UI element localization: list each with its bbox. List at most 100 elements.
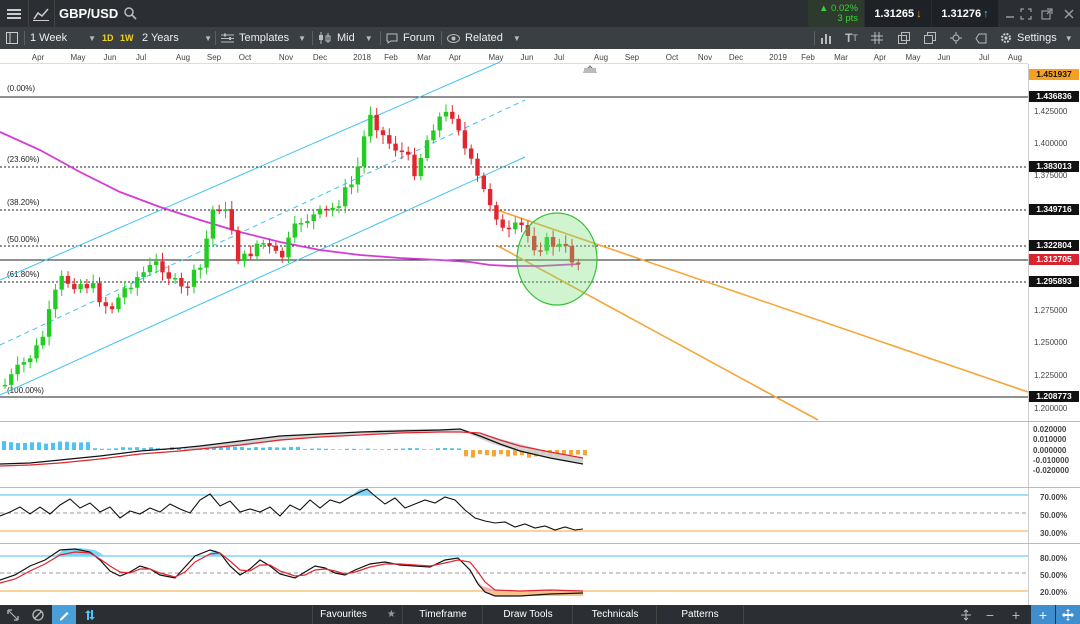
plus-icon: + (1012, 607, 1020, 623)
patterns-tab[interactable]: Patterns (656, 605, 744, 624)
macd-histogram-bar (93, 448, 97, 450)
stochastic-pane[interactable]: 80.00% 50.00% 20.00% (0, 548, 1067, 597)
macd-pane[interactable]: 0.020000 0.010000 0.000000 -0.010000 -0.… (0, 425, 1070, 475)
time-label: Jun (938, 53, 951, 62)
candlesticks (3, 104, 581, 390)
grid-button[interactable] (871, 27, 883, 49)
crosshair-button[interactable] (950, 27, 962, 49)
copy-button[interactable] (924, 27, 936, 49)
forum-button[interactable]: Forum (386, 27, 435, 49)
templates-button[interactable]: Templates ▼ (221, 27, 306, 49)
candle-body (34, 345, 38, 358)
time-axis: Apr May Jun Jul Aug Sep Oct Nov Dec 2018… (0, 49, 1028, 72)
candle-body (242, 254, 246, 261)
related-label: Related (465, 32, 503, 44)
no-entry-icon (32, 609, 44, 621)
interval-select[interactable]: 1 Week ▼ (30, 27, 96, 49)
range-select[interactable]: 2 Years ▼ (142, 27, 212, 49)
chart-type-button[interactable] (28, 0, 55, 27)
candle-body (280, 251, 284, 258)
draw-tools-tab[interactable]: Draw Tools (482, 605, 573, 624)
macd-histogram-bar (492, 450, 496, 456)
fit-button[interactable] (955, 605, 977, 624)
candle-body (261, 243, 265, 245)
zoom-out-button[interactable]: − (979, 605, 1001, 624)
crosshair-plus-icon: + (1039, 607, 1047, 623)
range-value: 2 Years (142, 32, 179, 44)
candle-body (488, 189, 492, 205)
menu-button[interactable] (0, 0, 29, 27)
highlight-circle[interactable] (517, 213, 597, 305)
hide-drawings-button[interactable] (26, 605, 50, 624)
technicals-tab[interactable]: Technicals (572, 605, 657, 624)
candle-body (186, 286, 190, 288)
sidebar-toggle-button[interactable] (6, 27, 18, 49)
quick-1d-button[interactable]: 1D (102, 27, 114, 49)
crosshair-toggle-button[interactable]: + (1031, 605, 1055, 624)
macd-histogram-bar (72, 442, 76, 450)
related-button[interactable]: Related ▼ (447, 27, 521, 49)
candle-body (154, 261, 158, 265)
macd-histogram-bar (436, 448, 440, 450)
price-type-select[interactable]: Mid ▼ (318, 27, 373, 49)
candle-body (293, 224, 297, 238)
macd-histogram-bar (338, 449, 342, 450)
macd-histogram-bar (247, 448, 251, 450)
price-tag-fib618: 1.295893 (1029, 276, 1079, 287)
candle-body (22, 362, 26, 365)
change-points: 3 pts (837, 14, 864, 24)
macd-histogram-bar (499, 450, 503, 454)
move-icon (1062, 609, 1074, 621)
sell-price-button[interactable]: 1.31265 ↓ (865, 0, 931, 27)
move-button[interactable] (1056, 605, 1080, 624)
buy-price-button[interactable]: 1.31276 ↑ (932, 0, 998, 27)
candle-body (419, 158, 423, 176)
settings-button[interactable]: Settings ▼ (1000, 27, 1073, 49)
compare-button[interactable] (898, 27, 910, 49)
favourites-tab[interactable]: Favourites ★ (312, 605, 403, 624)
pencil-button[interactable] (52, 605, 76, 624)
candle-body (211, 209, 215, 238)
quick-1w-button[interactable]: 1W (120, 27, 134, 49)
time-label: Aug (594, 53, 608, 62)
time-label: Mar (417, 53, 431, 62)
candle-body (72, 284, 76, 289)
macd-histogram-bar (464, 450, 468, 456)
macd-histogram-bar (401, 448, 405, 450)
macd-label: -0.010000 (1033, 456, 1070, 465)
gear-icon (1000, 32, 1012, 44)
candle-body (167, 272, 171, 278)
cursor-button[interactable] (0, 605, 26, 624)
chevron-down-icon: ▼ (204, 34, 212, 43)
candle-body (192, 270, 196, 287)
candle-body (104, 302, 108, 306)
forum-label: Forum (403, 32, 435, 44)
stoch-label: 80.00% (1040, 554, 1067, 563)
macd-histogram-bar (2, 441, 6, 450)
macd-histogram-bar (317, 449, 321, 450)
macd-histogram-bar (310, 449, 314, 450)
indicators-button[interactable] (820, 27, 832, 49)
popout-button[interactable] (1038, 0, 1056, 27)
zoom-in-button[interactable]: + (1005, 605, 1027, 624)
cursor-icon (7, 609, 19, 621)
candle-body (286, 238, 290, 258)
search-button[interactable] (121, 0, 139, 27)
minimize-button[interactable] (1003, 0, 1017, 27)
close-button[interactable] (1060, 0, 1078, 27)
macd-histogram-bar (457, 448, 461, 450)
eraser-button[interactable] (975, 27, 987, 49)
expand-button[interactable] (1017, 0, 1035, 27)
magnet-button[interactable] (78, 605, 102, 624)
chart-area[interactable]: Apr May Jun Jul Aug Sep Oct Nov Dec 2018… (0, 49, 1080, 605)
candle-body (356, 166, 360, 184)
timeframe-tab[interactable]: Timeframe (402, 605, 483, 624)
candle-body (349, 184, 353, 187)
macd-histogram-bar (443, 448, 447, 450)
macd-histogram-bar (394, 449, 398, 450)
price-label: 1.425000 (1034, 107, 1068, 116)
price-tag-current: 1.312705 (1029, 254, 1079, 265)
macd-label: 0.000000 (1033, 446, 1067, 455)
rsi-pane[interactable]: 70.00% 50.00% 30.00% (0, 489, 1067, 538)
